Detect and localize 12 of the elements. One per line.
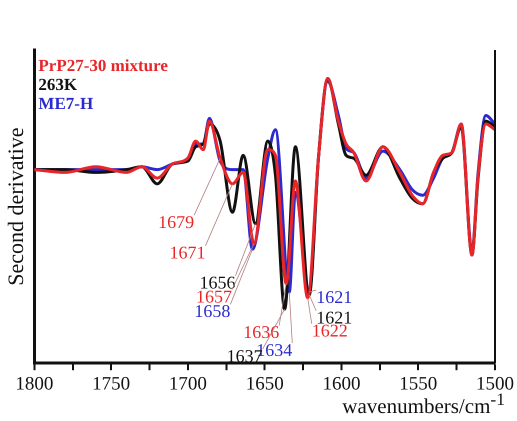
annotation: 1679 [158, 212, 194, 232]
x-tick-label: 1750 [92, 374, 130, 395]
text: ME7-H [38, 94, 94, 113]
text: PrP27-30 mixture [38, 56, 168, 75]
annotation: 1671 [169, 242, 206, 263]
x-tick-label: 1700 [168, 374, 207, 395]
text: 263K [38, 74, 78, 94]
annotation: 1621 [316, 286, 352, 307]
x-tick-label: 1800 [15, 374, 54, 395]
y-axis-title: Second derivative [2, 127, 28, 286]
x-tick-label: 1650 [246, 374, 284, 395]
annotation: 1636 [243, 322, 280, 342]
